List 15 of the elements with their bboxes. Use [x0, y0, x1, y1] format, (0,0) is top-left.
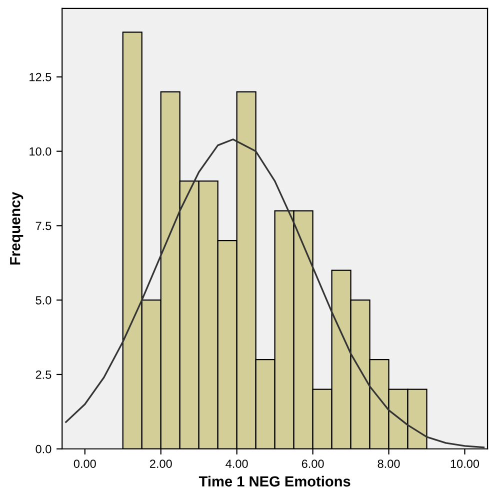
y-tick-label: 12.5 — [30, 72, 52, 82]
x-tick-label: 8.00 — [378, 460, 400, 468]
x-tick-label: 2.00 — [150, 460, 172, 468]
y-tick-label: 5.0 — [36, 296, 52, 304]
y-tick-label: 10.0 — [30, 147, 52, 156]
y-axis-title: Frequency — [10, 192, 24, 265]
x-tick-label: 4.00 — [226, 460, 248, 468]
y-tick-label: 0.0 — [36, 444, 52, 454]
x-tick-label: 0.00 — [74, 460, 96, 468]
x-tick-label: 6.00 — [302, 460, 324, 468]
y-tick-label: 7.5 — [36, 222, 52, 230]
line-series — [65, 138, 485, 448]
x-tick-label: 10.00 — [450, 460, 480, 468]
y-tick-label: 2.5 — [36, 370, 52, 379]
x-axis-title: Time 1 NEG Emotions — [198, 476, 350, 487]
